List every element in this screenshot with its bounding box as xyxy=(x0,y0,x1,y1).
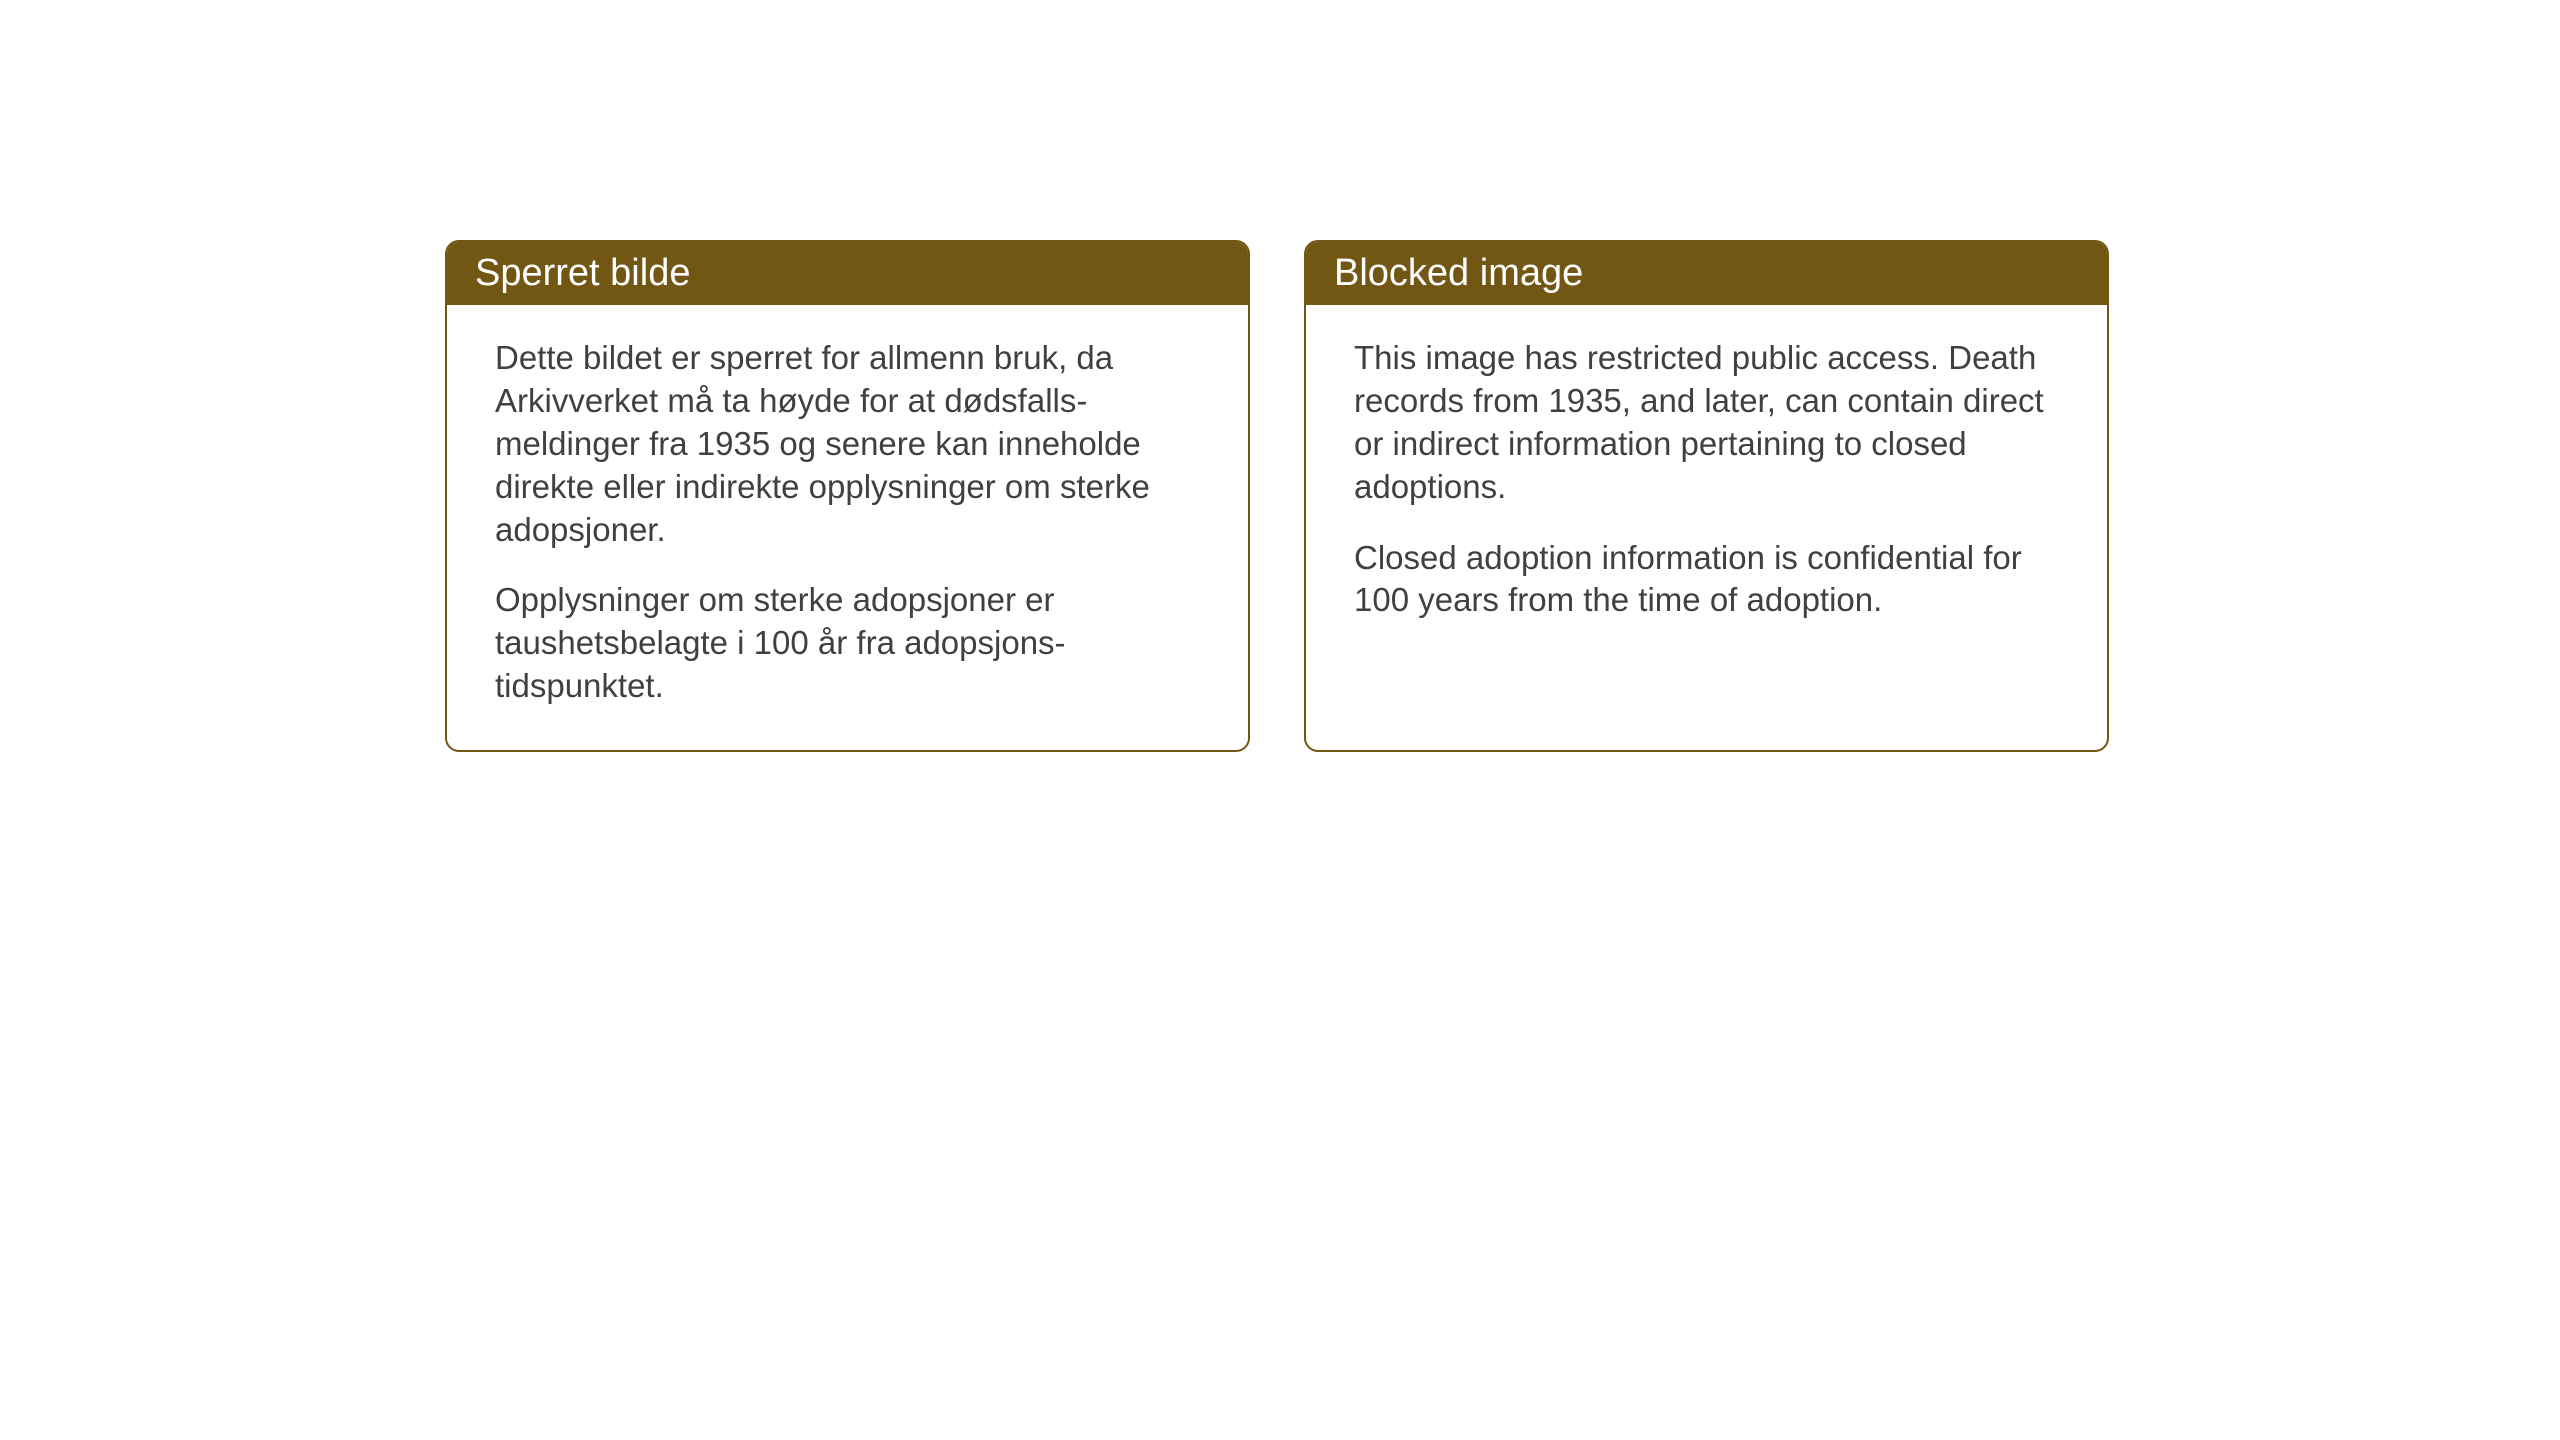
card-header-english: Blocked image xyxy=(1306,242,2107,305)
card-paragraph-2-english: Closed adoption information is confident… xyxy=(1354,537,2059,623)
cards-container: Sperret bilde Dette bildet er sperret fo… xyxy=(445,240,2109,752)
card-paragraph-1-norwegian: Dette bildet er sperret for allmenn bruk… xyxy=(495,337,1200,551)
card-body-english: This image has restricted public access.… xyxy=(1306,305,2107,664)
card-norwegian: Sperret bilde Dette bildet er sperret fo… xyxy=(445,240,1250,752)
card-paragraph-1-english: This image has restricted public access.… xyxy=(1354,337,2059,509)
card-english: Blocked image This image has restricted … xyxy=(1304,240,2109,752)
card-header-norwegian: Sperret bilde xyxy=(447,242,1248,305)
card-body-norwegian: Dette bildet er sperret for allmenn bruk… xyxy=(447,305,1248,750)
card-title-norwegian: Sperret bilde xyxy=(475,252,690,294)
card-paragraph-2-norwegian: Opplysninger om sterke adopsjoner er tau… xyxy=(495,579,1200,708)
card-title-english: Blocked image xyxy=(1334,252,1583,294)
